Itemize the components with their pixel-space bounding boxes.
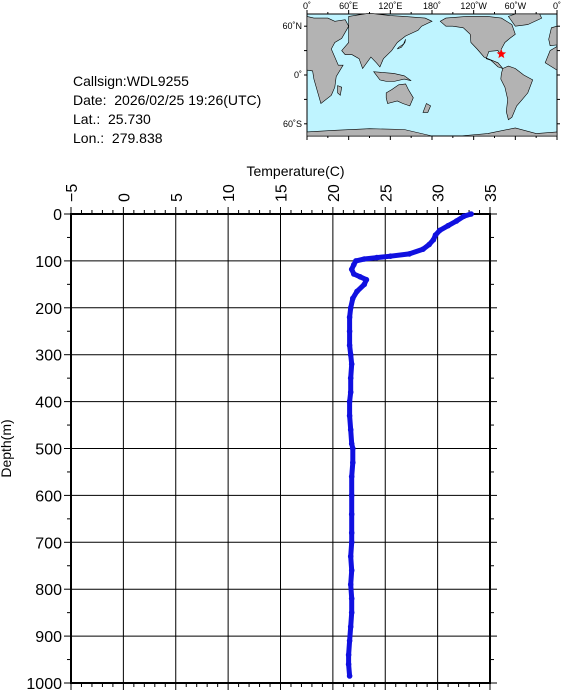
data-point bbox=[348, 492, 355, 499]
data-point bbox=[347, 623, 354, 630]
data-point bbox=[361, 281, 368, 288]
x-tick-label: 25 bbox=[378, 184, 395, 202]
x-tick-label: 30 bbox=[431, 184, 448, 202]
data-point bbox=[346, 638, 353, 644]
data-point bbox=[361, 256, 368, 262]
x-tick-label: 35 bbox=[483, 184, 500, 202]
x-tick-label: 20 bbox=[326, 184, 343, 202]
data-point bbox=[345, 652, 352, 658]
data-point bbox=[430, 237, 437, 243]
latitude-text: Lat.: 25.730 bbox=[73, 111, 151, 127]
y-tick-label: 500 bbox=[35, 442, 62, 459]
data-point bbox=[345, 661, 352, 667]
data-point bbox=[346, 314, 353, 321]
longitude-text: Lon.: 279.838 bbox=[73, 130, 163, 146]
x-axis-title: Temperature(C) bbox=[246, 163, 344, 179]
temperature-profile-line bbox=[346, 211, 474, 679]
data-point bbox=[346, 398, 353, 405]
data-point bbox=[420, 246, 426, 252]
y-tick-label: 100 bbox=[35, 254, 62, 271]
data-point bbox=[354, 288, 360, 295]
y-tick-label: 800 bbox=[35, 582, 62, 599]
data-point bbox=[348, 530, 355, 536]
data-point bbox=[346, 328, 353, 335]
x-tick-label: 0 bbox=[116, 193, 133, 202]
y-tick-label: 600 bbox=[35, 488, 62, 505]
data-point bbox=[348, 441, 355, 447]
data-point bbox=[348, 511, 355, 517]
data-point bbox=[453, 218, 460, 224]
data-point bbox=[348, 361, 355, 367]
data-point bbox=[348, 595, 355, 602]
y-tick-label: 700 bbox=[35, 535, 62, 552]
data-point bbox=[347, 375, 354, 381]
data-point bbox=[351, 271, 357, 277]
data-point bbox=[348, 609, 355, 616]
callsign-text: Callsign:WDL9255 bbox=[73, 73, 189, 89]
data-point bbox=[445, 222, 451, 229]
data-point bbox=[347, 553, 354, 560]
data-point bbox=[374, 254, 380, 261]
data-point bbox=[351, 261, 357, 268]
data-point bbox=[406, 251, 413, 257]
data-point bbox=[346, 342, 353, 349]
y-tick-label: 400 bbox=[35, 395, 62, 412]
y-tick-label: 200 bbox=[35, 301, 62, 318]
data-point bbox=[350, 459, 356, 466]
data-point bbox=[347, 305, 354, 311]
y-tick-label: 300 bbox=[35, 348, 62, 365]
data-point bbox=[426, 241, 433, 248]
y-tick-label: 900 bbox=[35, 629, 62, 646]
data-point bbox=[347, 426, 354, 433]
data-point bbox=[350, 295, 356, 302]
y-axis-title: Depth(m) bbox=[0, 419, 14, 477]
data-point bbox=[348, 539, 355, 546]
data-point bbox=[432, 232, 439, 238]
x-tick-label: 5 bbox=[169, 193, 186, 202]
y-tick-label: 0 bbox=[53, 207, 62, 224]
station-info: Callsign:WDL9255 Date: 2026/02/25 19:26(… bbox=[73, 72, 261, 148]
data-point bbox=[461, 213, 467, 220]
data-point bbox=[357, 274, 363, 280]
data-point bbox=[348, 266, 355, 273]
data-point bbox=[347, 351, 354, 358]
data-point bbox=[436, 227, 443, 234]
x-tick-label: 15 bbox=[274, 184, 291, 202]
data-point bbox=[346, 412, 353, 419]
data-point bbox=[363, 276, 370, 283]
data-point bbox=[347, 389, 354, 396]
data-point bbox=[346, 673, 353, 679]
data-point bbox=[348, 567, 355, 574]
x-tick-label: 10 bbox=[221, 184, 238, 202]
data-point bbox=[348, 473, 355, 480]
y-tick-label: 1000 bbox=[26, 676, 62, 690]
data-point bbox=[387, 253, 394, 259]
data-point bbox=[468, 211, 474, 217]
x-tick-label: −5 bbox=[64, 184, 81, 202]
data-point bbox=[347, 581, 354, 588]
data-point bbox=[350, 445, 356, 452]
date-text: Date: 2026/02/25 19:26(UTC) bbox=[73, 92, 262, 108]
